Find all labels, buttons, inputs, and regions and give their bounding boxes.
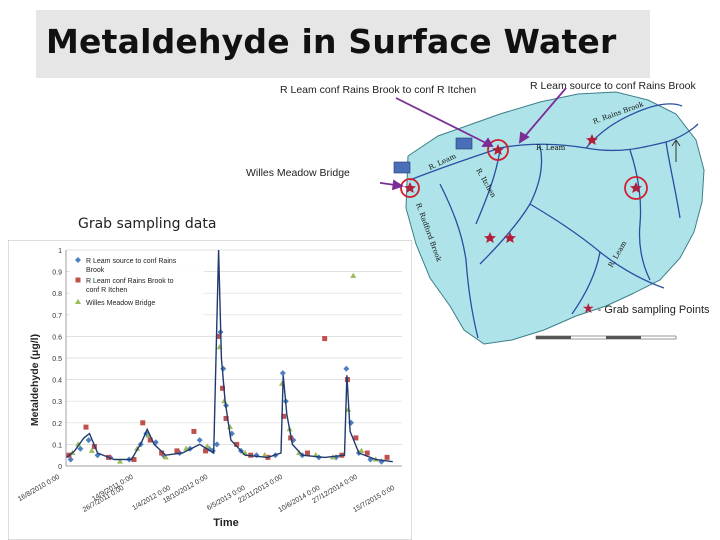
data-point-series-0 <box>343 365 350 372</box>
river-tributary-c <box>439 183 479 339</box>
y-tick-label: 0.2 <box>52 421 62 428</box>
data-point-series-2 <box>75 441 82 447</box>
data-point-series-1 <box>304 450 310 456</box>
data-point-series-1 <box>234 441 240 447</box>
data-point-series-0 <box>213 441 220 448</box>
data-point-series-1 <box>159 450 165 456</box>
river-tributary-f <box>571 251 601 315</box>
river-tributary-e <box>475 149 501 225</box>
legend-marker-0 <box>75 257 81 263</box>
weir-icon-2 <box>393 161 411 174</box>
data-point-series-1 <box>203 448 209 454</box>
site-label-source-to-rains: R Leam source to conf Rains Brook <box>530 80 696 92</box>
data-point-series-1 <box>220 385 226 391</box>
chart-legend: R Leam source to conf Rains Brook R Leam c… <box>70 254 204 316</box>
data-point-series-2 <box>204 443 211 449</box>
data-point-series-1 <box>83 424 89 430</box>
river-tributary-g <box>665 141 681 219</box>
data-point-series-1 <box>223 415 229 421</box>
river-tributary-b <box>529 203 665 289</box>
y-tick-label: 1 <box>58 248 62 255</box>
legend-box <box>70 254 204 316</box>
data-point-series-2 <box>261 452 268 458</box>
weir-icon-1 <box>455 137 473 150</box>
data-point-series-2 <box>134 445 141 451</box>
y-tick-label: 0.6 <box>52 334 62 341</box>
grab-sampling-label: Grab sampling data <box>78 216 217 232</box>
data-point-series-0 <box>196 437 203 444</box>
legend-label-0: R Leam source to conf Rains Brook <box>86 258 177 274</box>
data-point-series-1 <box>191 428 197 434</box>
data-point-series-2 <box>162 454 169 460</box>
grab-sampling-points <box>404 134 642 243</box>
data-point-series-0 <box>67 456 74 463</box>
sampling-star-6 <box>484 232 496 243</box>
arrow-source-to-rains <box>519 87 567 143</box>
legend-label-1: R Leam conf Rains Brook to conf R Itchen <box>86 278 174 294</box>
river-upper-tributary <box>585 103 683 149</box>
site-label-willes: Willes Meadow Bridge <box>246 167 350 179</box>
data-point-series-2 <box>88 447 95 453</box>
catchment-map: R. Leam R. Leam R. Itchen R. Rains Brook… <box>380 87 705 345</box>
y-tick-label: 0.4 <box>52 378 62 385</box>
grab-points-key: ★ - Grab sampling Points <box>582 300 710 317</box>
legend-marker-2 <box>75 298 81 304</box>
callout-arrows <box>380 87 567 191</box>
data-point-series-0 <box>279 370 286 377</box>
legend-marker-1 <box>75 277 81 283</box>
river-network <box>409 103 699 339</box>
data-point-series-0 <box>77 445 84 452</box>
river-tributary-d <box>629 149 651 281</box>
site-highlight-source-to-rains <box>624 176 648 200</box>
metaldehyde-chart: 00.10.20.30.40.50.60.70.80.91 16/8/2010 … <box>8 240 412 540</box>
data-point-series-1 <box>353 435 359 441</box>
y-tick-label: 0.5 <box>52 356 62 363</box>
data-point-series-1 <box>322 336 328 342</box>
sampling-star-4 <box>586 134 598 145</box>
data-point-series-0 <box>85 437 92 444</box>
data-point-series-1 <box>364 450 370 456</box>
data-point-series-1 <box>174 448 180 454</box>
arrow-rains-to-itchen <box>395 97 493 147</box>
scale-bar <box>535 335 677 340</box>
data-point-series-1 <box>216 333 222 339</box>
sampling-star-1 <box>492 144 504 155</box>
sampling-star-3 <box>404 182 416 193</box>
page-title: Metaldehyde in Surface Water <box>46 22 617 61</box>
site-highlight-rains-to-itchen <box>487 139 509 161</box>
data-point-series-2 <box>358 447 365 453</box>
river-label-0: R. Leam <box>536 144 566 152</box>
y-tick-label: 0.9 <box>52 270 62 277</box>
data-point-series-2 <box>116 458 123 464</box>
star-icon: ★ <box>582 300 595 316</box>
y-tick-label: 0 <box>58 464 62 471</box>
river-tributary-a <box>479 145 543 265</box>
data-point-series-2 <box>350 272 357 278</box>
y-tick-label: 0.3 <box>52 399 62 406</box>
y-tick-label: 0.1 <box>52 442 62 449</box>
data-point-series-2 <box>183 445 190 451</box>
y-axis-label: Metaldehyde (μg/l) <box>29 334 41 426</box>
data-point-series-0 <box>253 452 260 459</box>
grab-points-key-label: - Grab sampling Points <box>597 304 710 316</box>
data-point-series-1 <box>140 420 146 426</box>
series-trend-line <box>66 249 393 463</box>
y-tick-label: 0.7 <box>52 313 62 320</box>
y-tick-labels: 0 0.1 0.2 0.3 0.4 0.5 0.6 0.7 0.8 0.9 1 <box>52 248 62 471</box>
river-leam-main <box>409 123 699 181</box>
title-band <box>36 10 650 78</box>
sampling-star-5 <box>504 232 516 243</box>
y-tick-label: 0.8 <box>52 291 62 298</box>
data-point-series-1 <box>131 457 137 463</box>
data-point-series-1 <box>384 454 390 460</box>
chart-series <box>66 249 393 465</box>
x-axis-label: Time <box>213 517 238 529</box>
legend-label-2: Willes Meadow Bridge <box>86 300 155 307</box>
sampling-star-2 <box>630 182 642 193</box>
data-point-series-1 <box>147 437 153 443</box>
north-arrow-icon <box>671 139 681 162</box>
data-point-series-1 <box>281 413 287 419</box>
site-highlight-willes <box>400 178 420 198</box>
site-label-rains-to-itchen: R Leam conf Rains Brook to conf R Itchen <box>280 84 477 96</box>
